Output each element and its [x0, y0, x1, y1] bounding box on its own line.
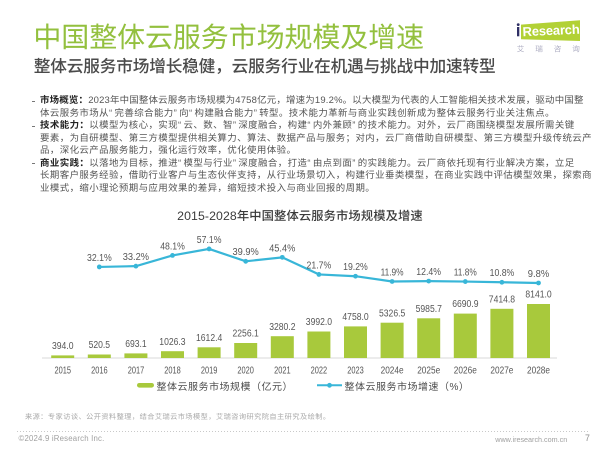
svg-text:2025e: 2025e [417, 366, 440, 377]
svg-text:艾瑞咨询: 艾瑞咨询 [517, 45, 591, 54]
svg-text:2026e: 2026e [454, 366, 477, 377]
svg-text:3992.0: 3992.0 [306, 317, 333, 328]
svg-text:394.0: 394.0 [52, 341, 74, 352]
svg-text:2015: 2015 [55, 366, 72, 377]
svg-text:2023: 2023 [347, 366, 364, 377]
svg-text:2024e: 2024e [381, 366, 404, 377]
svg-text:7414.8: 7414.8 [489, 294, 516, 305]
svg-text:2027e: 2027e [490, 366, 513, 377]
svg-text:3280.2: 3280.2 [269, 322, 296, 333]
svg-text:2021: 2021 [274, 366, 291, 377]
svg-text:2018: 2018 [164, 366, 181, 377]
svg-text:520.5: 520.5 [89, 340, 111, 351]
svg-text:11.8%: 11.8% [454, 267, 477, 278]
svg-text:48.1%: 48.1% [160, 241, 185, 252]
svg-text:1026.3: 1026.3 [159, 337, 186, 348]
svg-text:1612.4: 1612.4 [196, 333, 223, 344]
svg-text:2020: 2020 [237, 366, 254, 377]
svg-text:45.4%: 45.4% [269, 243, 295, 254]
svg-text:Research: Research [522, 22, 580, 39]
svg-text:2017: 2017 [128, 366, 145, 377]
svg-text:2022: 2022 [311, 366, 328, 377]
svg-text:5326.5: 5326.5 [379, 308, 406, 319]
svg-text:2028e: 2028e [527, 366, 550, 377]
svg-text:693.1: 693.1 [125, 339, 147, 350]
svg-text:11.9%: 11.9% [381, 267, 404, 278]
svg-text:32.1%: 32.1% [87, 253, 112, 264]
svg-text:10.8%: 10.8% [490, 268, 515, 279]
svg-text:2019: 2019 [201, 366, 218, 377]
svg-text:4758.0: 4758.0 [342, 312, 369, 323]
svg-text:2016: 2016 [91, 366, 108, 377]
svg-text:9.8%: 9.8% [528, 269, 549, 280]
svg-text:19.2%: 19.2% [343, 262, 368, 273]
svg-text:39.9%: 39.9% [233, 247, 259, 258]
svg-text:12.4%: 12.4% [416, 267, 441, 278]
svg-text:8141.0: 8141.0 [525, 290, 552, 301]
svg-text:21.7%: 21.7% [307, 260, 332, 271]
svg-text:6690.9: 6690.9 [452, 299, 479, 310]
svg-text:2256.1: 2256.1 [233, 329, 260, 340]
svg-text:33.2%: 33.2% [123, 252, 149, 263]
svg-text:整体云服务市场规模（亿元）: 整体云服务市场规模（亿元） [157, 381, 294, 393]
svg-text:57.1%: 57.1% [197, 235, 222, 246]
svg-text:5985.7: 5985.7 [416, 304, 443, 315]
svg-text:整体云服务市场增速（%）: 整体云服务市场增速（%） [345, 381, 470, 393]
